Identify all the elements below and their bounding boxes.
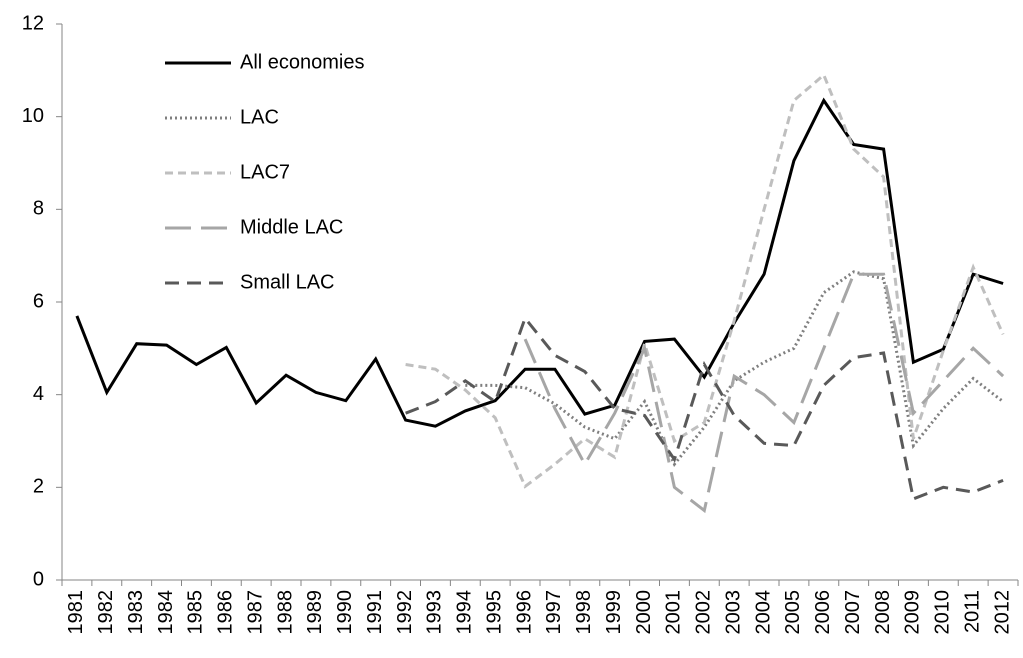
x-tick-label: 1996 (513, 590, 535, 635)
x-tick-label: 1984 (155, 590, 177, 635)
y-tick-label: 0 (33, 568, 44, 590)
y-tick-label: 12 (22, 12, 44, 34)
x-tick-label: 1998 (573, 590, 595, 635)
y-tick-label: 6 (33, 290, 44, 312)
x-tick-label: 2003 (722, 590, 744, 635)
legend-label: All economies (240, 51, 365, 73)
x-tick-label: 1983 (125, 590, 147, 635)
y-tick-label: 10 (22, 105, 44, 127)
x-tick-label: 1987 (244, 590, 266, 635)
x-tick-label: 2007 (842, 590, 864, 635)
series-line (405, 315, 1004, 501)
x-tick-label: 2001 (663, 590, 685, 635)
y-tick-label: 2 (33, 476, 44, 498)
x-tick-label: 1981 (65, 590, 87, 635)
x-tick-label: 2005 (782, 590, 804, 635)
x-tick-label: 2011 (961, 590, 983, 633)
x-tick-label: 2002 (693, 590, 715, 635)
x-tick-label: 2008 (872, 590, 894, 635)
x-tick-label: 1993 (424, 590, 446, 635)
x-tick-label: 1989 (304, 590, 326, 635)
series-line (523, 272, 1005, 514)
x-tick-label: 2010 (932, 590, 954, 635)
legend-label: LAC (240, 106, 279, 128)
x-tick-label: 1994 (454, 590, 476, 635)
x-tick-label: 1985 (185, 590, 207, 635)
legend-label: LAC7 (240, 161, 290, 183)
x-tick-label: 1990 (334, 590, 356, 635)
y-tick-label: 8 (33, 198, 44, 220)
x-tick-label: 1999 (603, 590, 625, 635)
x-tick-label: 1982 (95, 590, 117, 635)
x-tick-label: 2000 (633, 590, 655, 635)
series-line (465, 270, 1005, 467)
x-tick-label: 2004 (752, 590, 774, 635)
x-tick-label: 1997 (543, 590, 565, 635)
x-tick-label: 1992 (394, 590, 416, 635)
y-tick-label: 4 (33, 383, 44, 405)
x-tick-label: 2009 (902, 590, 924, 635)
x-tick-label: 1991 (364, 590, 386, 635)
legend-label: Small LAC (240, 271, 334, 293)
x-tick-label: 1988 (274, 590, 296, 635)
series-line (405, 72, 1005, 489)
x-tick-label: 1995 (483, 590, 505, 635)
x-tick-label: 2012 (991, 590, 1013, 635)
x-tick-label: 2006 (812, 590, 834, 635)
legend-label: Middle LAC (240, 216, 343, 238)
x-tick-label: 1986 (215, 590, 237, 635)
